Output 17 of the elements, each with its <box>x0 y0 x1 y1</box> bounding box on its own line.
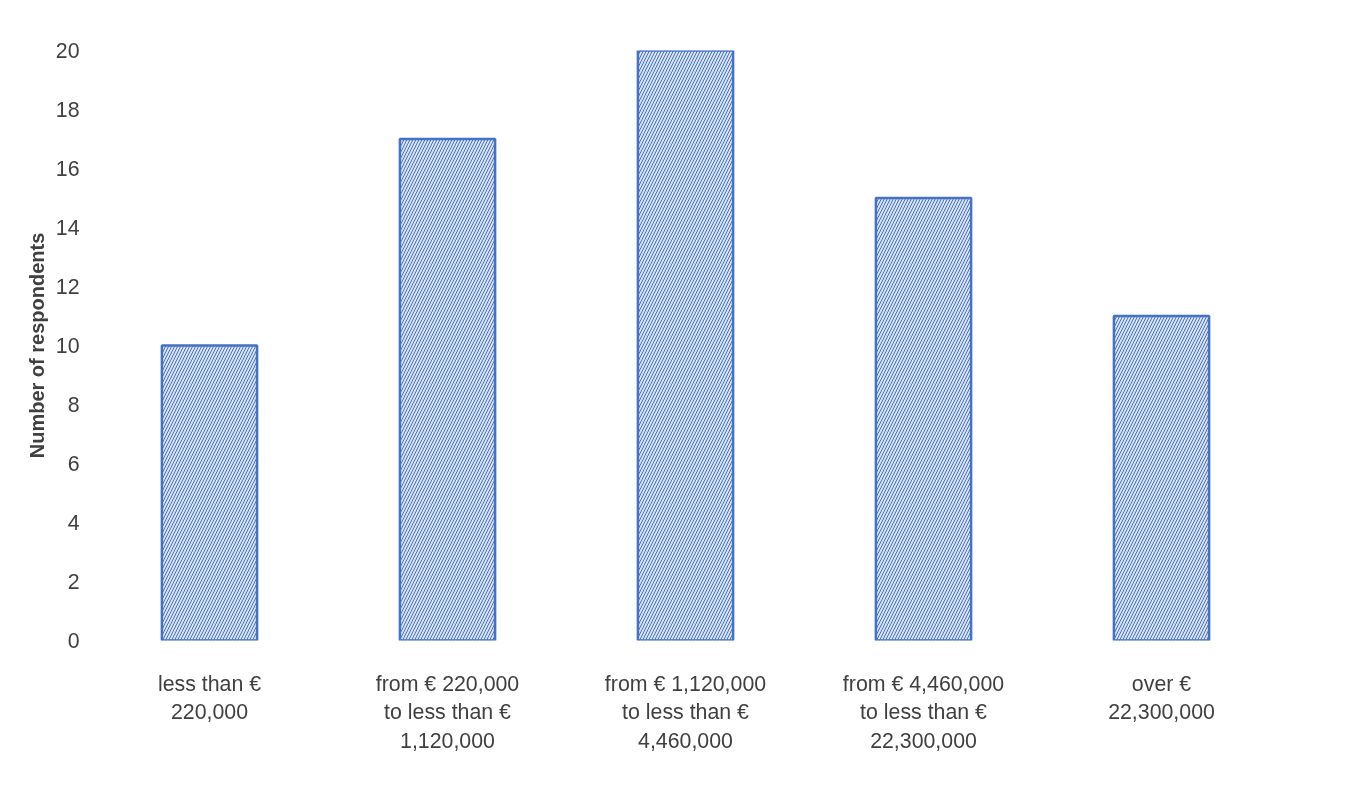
y-tick-label: 12 <box>55 275 80 299</box>
x-tick-label: over € 22,300,000 <box>1108 671 1216 725</box>
y-tick-label: 16 <box>55 157 80 181</box>
x-tick-label: from € 1,120,000 to less than € 4,460,000 <box>604 671 767 754</box>
y-tick-label: 10 <box>55 334 80 358</box>
y-tick-label: 0 <box>67 629 80 653</box>
y-tick-label: 8 <box>67 393 80 417</box>
y-tick-label: 14 <box>55 216 80 240</box>
x-tick-label: less than € 220,000 <box>157 671 262 725</box>
y-tick-label: 4 <box>67 511 80 535</box>
y-tick-label: 2 <box>67 570 80 594</box>
x-tick-label: from € 4,460,000 to less than € 22,300,000 <box>842 671 1005 754</box>
y-axis-title: Number of respondents <box>25 232 48 459</box>
y-tick-label: 6 <box>67 452 80 476</box>
y-tick-label: 18 <box>55 98 80 122</box>
y-tick-label: 20 <box>55 39 80 63</box>
x-tick-label: from € 220,000 to less than € 1,120,000 <box>375 671 520 754</box>
